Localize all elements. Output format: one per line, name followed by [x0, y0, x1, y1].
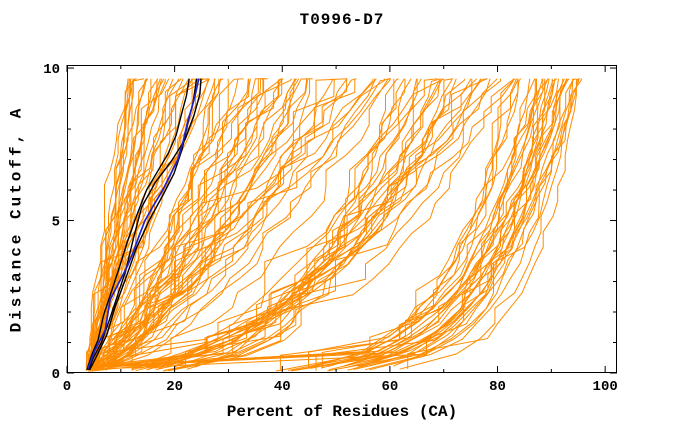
model-curve-orange [155, 78, 466, 371]
tick-label: 0 [52, 367, 60, 383]
model-curve-orange [90, 78, 519, 368]
model-curve-orange [91, 78, 516, 372]
model-curve-orange [167, 78, 452, 372]
tick-label: 0 [63, 379, 71, 395]
model-curve-orange [88, 78, 377, 368]
model-curve-orange [101, 78, 265, 369]
model-curve-orange [365, 78, 556, 371]
y-axis-label-wrap: Distance Cutoff, A [2, 65, 30, 373]
model-curve-orange [310, 78, 553, 369]
model-curve-orange [148, 78, 444, 370]
model-curve-orange [99, 78, 224, 371]
model-curve-orange [85, 78, 164, 371]
model-curve-orange [146, 78, 491, 368]
model-curve-orange [345, 78, 556, 369]
model-curve-orange [321, 78, 570, 368]
tick-label: 20 [166, 379, 183, 395]
model-curve-orange [101, 78, 259, 368]
tick-label: 10 [43, 62, 60, 78]
model-curve-orange [327, 78, 564, 372]
model-curve-orange [106, 78, 313, 370]
model-curve-orange [86, 78, 161, 368]
model-curve-orange [275, 78, 522, 372]
model-curve-orange [164, 78, 440, 371]
model-curve-orange [140, 78, 418, 369]
model-curve-orange [85, 78, 575, 368]
model-curve-orange [90, 78, 149, 367]
model-curve-orange [101, 78, 376, 371]
model-curve-orange [186, 78, 399, 370]
tick-label: 5 [52, 215, 60, 231]
chart-title: T0996-D7 [299, 11, 385, 29]
model-curve-orange [93, 78, 220, 368]
model-curve-orange [95, 78, 567, 370]
model-curve-orange [111, 78, 348, 367]
model-curve-orange [174, 78, 395, 368]
model-curve-orange [162, 78, 441, 372]
model-curve-orange [194, 78, 405, 368]
model-curve-orange [95, 78, 536, 369]
x-axis-label: Percent of Residues (CA) [226, 403, 458, 421]
model-curve-orange [287, 78, 543, 371]
model-curve-orange [132, 78, 487, 371]
model-curve-orange [93, 78, 391, 371]
y-axis-label: Distance Cutoff, A [7, 105, 26, 333]
tick-label: 60 [381, 379, 398, 395]
model-curve-orange [89, 78, 251, 367]
model-curve-orange [357, 78, 550, 367]
model-curve-orange [291, 78, 579, 372]
model-curve-orange [92, 78, 385, 371]
model-curve-orange [103, 78, 268, 369]
model-curve-orange [85, 78, 147, 368]
model-curve-orange [393, 78, 549, 367]
model-curve-orange [370, 78, 574, 367]
model-curve-orange [101, 78, 244, 370]
model-curve-orange [88, 78, 132, 369]
model-curve-orange [328, 78, 546, 371]
model-curve-orange [90, 78, 293, 371]
model-curve-orange [131, 78, 392, 370]
model-curve-orange [168, 78, 501, 372]
model-curve-orange [344, 78, 536, 367]
model-curve-orange [96, 78, 297, 367]
model-curve-orange [92, 78, 265, 368]
highlight-curve-black-3 [87, 78, 202, 371]
highlight-curve-black-1 [86, 78, 190, 371]
model-curve-orange [92, 78, 174, 367]
tick-labels: 0 20 40 60 80 100 0 5 10 [43, 62, 618, 395]
model-curve-orange [94, 78, 559, 367]
model-curve-orange [131, 78, 444, 371]
tick-label: 40 [274, 379, 291, 395]
model-curve-orange [91, 78, 472, 369]
model-curve-orange [87, 78, 418, 369]
plot-frame [67, 65, 617, 373]
model-curve-orange [407, 78, 581, 370]
model-curve-orange [308, 78, 518, 368]
model-curve-orange [307, 78, 537, 368]
model-curve-orange [369, 78, 577, 371]
plot-area: 0 20 40 60 80 100 0 5 10 [43, 62, 618, 395]
model-curve-orange [101, 78, 296, 369]
model-curve-orange [134, 78, 498, 369]
model-curve-orange [347, 78, 530, 371]
axis-ticks [66, 65, 617, 374]
model-curve-orange [185, 78, 482, 367]
model-curve-orange [315, 78, 567, 371]
model-curve-orange [89, 78, 182, 367]
model-curve-orange [87, 78, 129, 368]
tick-label: 100 [593, 379, 618, 395]
model-curve-orange [92, 78, 239, 369]
model-curve-orange [97, 78, 348, 370]
model-curve-orange [88, 78, 129, 368]
model-curve-orange [104, 78, 391, 371]
model-curve-orange [114, 78, 311, 368]
model-curve-orange [88, 78, 514, 372]
highlight-curve-blue-selected [87, 78, 200, 369]
tick-label: 80 [489, 379, 506, 395]
